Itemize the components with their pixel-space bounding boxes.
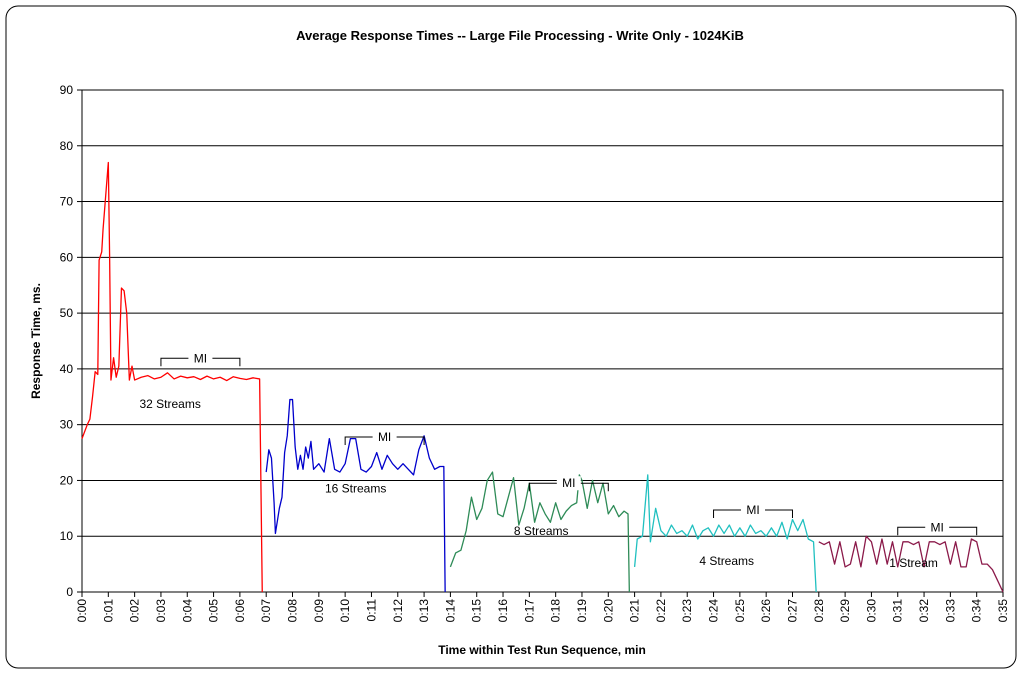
- chart-title: Average Response Times -- Large File Pro…: [296, 28, 744, 43]
- x-tick-label: 0:26: [759, 599, 773, 623]
- mi-label-bg: [188, 351, 213, 366]
- y-tick-label: 0: [66, 585, 73, 599]
- y-tick-label: 60: [60, 250, 74, 264]
- mi-label: MI: [931, 520, 944, 534]
- annotation: 8 Streams: [514, 524, 569, 538]
- x-tick-label: 0:33: [943, 599, 957, 623]
- x-tick-label: 0:18: [549, 599, 563, 623]
- x-tick-label: 0:08: [286, 599, 300, 623]
- x-tick-label: 0:16: [496, 599, 510, 623]
- mi-label: MI: [746, 503, 759, 517]
- plot-area: [81, 89, 1004, 593]
- x-tick-label: 0:11: [364, 599, 378, 622]
- y-tick-label: 30: [60, 418, 74, 432]
- x-tick-label: 0:04: [180, 599, 194, 623]
- mi-label: MI: [378, 430, 391, 444]
- x-tick-label: 0:19: [575, 599, 589, 623]
- mi-label-bg: [372, 429, 397, 444]
- series-line: [81, 161, 263, 593]
- mi-label-bg: [925, 520, 950, 535]
- x-tick-label: 0:21: [628, 599, 642, 623]
- x-tick-label: 0:35: [996, 599, 1010, 623]
- x-axis-label: Time within Test Run Sequence, min: [438, 643, 646, 657]
- x-tick-label: 0:06: [233, 599, 247, 623]
- x-tick-label: 0:25: [733, 599, 747, 623]
- x-tick-label: 0:30: [864, 599, 878, 623]
- x-tick-label: 0:15: [470, 599, 484, 623]
- mi-label-bg: [556, 476, 581, 491]
- x-tick-label: 0:20: [601, 599, 615, 623]
- mi-label-bg: [741, 503, 766, 518]
- y-tick-label: 20: [60, 473, 74, 487]
- y-tick-label: 50: [60, 306, 74, 320]
- series-line: [265, 398, 446, 593]
- x-tick-label: 0:32: [917, 599, 931, 623]
- mi-label: MI: [562, 476, 575, 490]
- series-line: [633, 474, 817, 593]
- x-tick-label: 0:07: [259, 599, 273, 623]
- y-tick-label: 80: [60, 139, 74, 153]
- y-tick-label: 10: [60, 529, 74, 543]
- x-tick-label: 0:27: [785, 599, 799, 623]
- x-tick-label: 0:12: [391, 599, 405, 623]
- x-tick-label: 0:14: [443, 599, 457, 623]
- x-tick-label: 0:22: [654, 599, 668, 623]
- series-line: [818, 535, 1004, 593]
- x-tick-label: 0:28: [812, 599, 826, 623]
- annotation: 4 Streams: [699, 554, 754, 568]
- annotation: 16 Streams: [325, 481, 386, 495]
- x-tick-label: 0:17: [522, 599, 536, 623]
- x-tick-label: 0:13: [417, 599, 431, 623]
- y-tick-label: 90: [60, 83, 74, 97]
- x-tick-label: 0:02: [128, 599, 142, 623]
- mi-label: MI: [194, 351, 207, 365]
- x-tick-label: 0:31: [891, 599, 905, 623]
- x-tick-label: 0:09: [312, 599, 326, 623]
- y-tick-label: 70: [60, 195, 74, 209]
- x-tick-label: 0:34: [970, 599, 984, 623]
- x-tick-label: 0:05: [207, 599, 221, 623]
- x-tick-label: 0:23: [680, 599, 694, 623]
- x-tick-label: 0:10: [338, 599, 352, 623]
- y-tick-label: 40: [60, 362, 74, 376]
- x-tick-label: 0:03: [154, 599, 168, 623]
- annotation: 1 Stream: [889, 556, 938, 570]
- x-tick-label: 0:00: [75, 599, 89, 623]
- x-tick-label: 0:24: [707, 599, 721, 623]
- x-tick-label: 0:01: [101, 599, 115, 623]
- x-tick-label: 0:29: [838, 599, 852, 623]
- y-axis-label: Response Time, ms.: [29, 283, 43, 399]
- annotation: 32 Streams: [139, 397, 200, 411]
